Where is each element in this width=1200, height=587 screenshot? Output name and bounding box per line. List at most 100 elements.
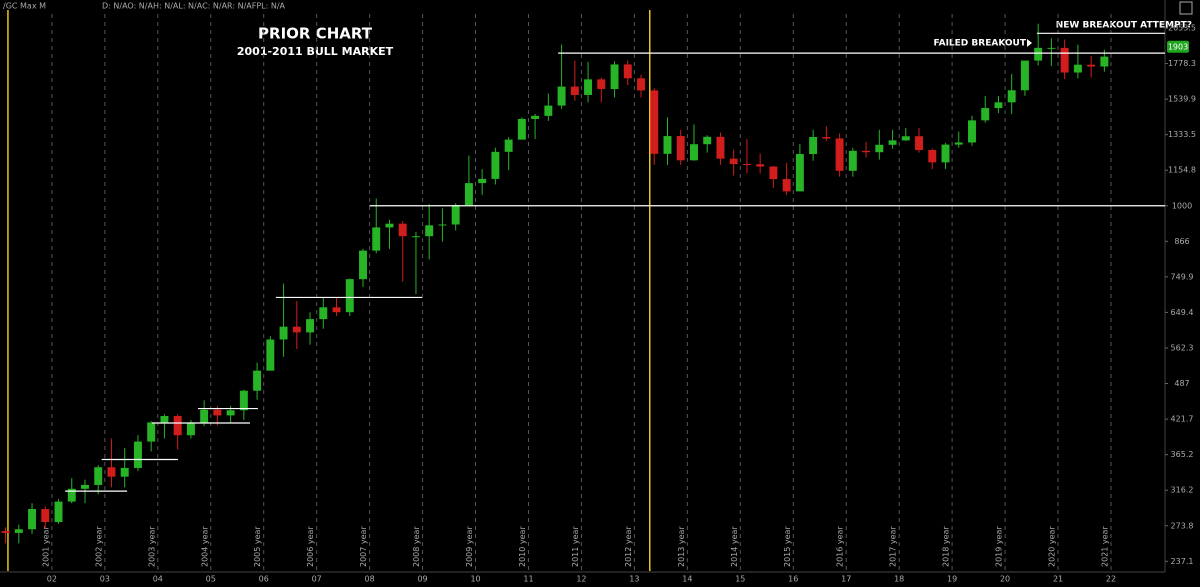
candle-body xyxy=(795,154,804,192)
candle-body xyxy=(451,205,460,225)
candle-body xyxy=(1100,56,1109,67)
candle-body xyxy=(186,423,195,436)
x-tick-label: 13 xyxy=(629,575,639,584)
y-tick-label: 1154.8 xyxy=(1168,166,1196,175)
x-tick-label: 16 xyxy=(788,575,798,584)
candle-body xyxy=(610,64,619,90)
candle-body xyxy=(306,319,315,333)
candle-body xyxy=(782,179,791,192)
candle-body xyxy=(1060,47,1069,73)
period-label: 2003 year xyxy=(147,526,156,567)
candle-body xyxy=(888,140,897,145)
expand-icon[interactable] xyxy=(1179,1,1193,15)
last-price-label: 1903 xyxy=(1168,42,1188,51)
candle-body xyxy=(597,79,606,90)
period-label: 2002 year xyxy=(94,526,103,567)
x-tick-label: 02 xyxy=(47,575,57,584)
candle-body xyxy=(1087,64,1096,67)
period-label: 2011 year xyxy=(571,526,580,567)
period-label: 2004 year xyxy=(200,526,209,567)
x-tick-label: 14 xyxy=(682,575,692,584)
candle-body xyxy=(200,409,209,424)
period-label: 2018 year xyxy=(942,526,951,567)
y-tick-label: 562.3 xyxy=(1171,343,1194,352)
candle-body xyxy=(67,488,76,502)
candle-body xyxy=(133,441,142,468)
candle-body xyxy=(107,467,116,477)
candle-body xyxy=(875,144,884,153)
candle-body xyxy=(1073,64,1082,73)
candle-body xyxy=(332,307,341,313)
candle-body xyxy=(848,150,857,171)
candle-body xyxy=(915,136,923,151)
x-tick-label: 22 xyxy=(1106,575,1116,584)
icon-box[interactable] xyxy=(1179,1,1193,15)
candle-body xyxy=(1020,60,1029,91)
candle-body xyxy=(623,64,632,79)
candle-body xyxy=(531,115,540,119)
period-label: 2001 year xyxy=(41,526,50,567)
x-tick-label: 12 xyxy=(576,575,586,584)
candle-body xyxy=(835,138,844,171)
annotation: FAILED BREAKOUT xyxy=(934,39,1027,49)
candle-body xyxy=(292,326,301,333)
period-label: 2013 year xyxy=(677,526,686,567)
candle-body xyxy=(716,136,725,159)
period-label: 2008 year xyxy=(412,526,421,567)
candle-body xyxy=(544,105,553,116)
y-tick-label: 237.1 xyxy=(1171,557,1194,566)
period-label: 2020 year xyxy=(1048,526,1057,567)
candle-body xyxy=(941,144,950,163)
candle-body xyxy=(239,390,248,411)
last-price-badge xyxy=(1167,40,1189,53)
period-label: 2021 year xyxy=(1100,526,1109,567)
candle-body xyxy=(425,225,434,237)
candle-body xyxy=(266,339,275,371)
period-label: 2016 year xyxy=(836,526,845,567)
period-label: 2006 year xyxy=(306,526,315,567)
candle-body xyxy=(464,183,473,206)
candle-body xyxy=(173,415,182,436)
candle-body xyxy=(411,236,420,238)
candle-body xyxy=(226,410,235,416)
y-tick-label: 421.7 xyxy=(1171,415,1194,424)
annotation-arrow xyxy=(1027,39,1032,47)
candle-body xyxy=(160,415,169,423)
x-tick-label: 17 xyxy=(841,575,851,584)
x-tick-label: 08 xyxy=(365,575,375,584)
x-tick-label: 19 xyxy=(947,575,957,584)
x-tick-label: 18 xyxy=(894,575,904,584)
period-label: 2014 year xyxy=(730,526,739,567)
x-tick-label: 15 xyxy=(735,575,745,584)
candle-body xyxy=(1047,47,1056,49)
ohlc-info: D: N/AO: N/AH: N/AL: N/AC: N/AR: N/AFPL:… xyxy=(102,2,286,11)
x-tick-label: 21 xyxy=(1053,575,1063,584)
x-tick-label: 06 xyxy=(259,575,269,584)
period-label: 2007 year xyxy=(359,526,368,567)
y-tick-label: 1000 xyxy=(1172,201,1192,210)
y-tick-label: 316.2 xyxy=(1171,486,1194,495)
period-label: 2019 year xyxy=(995,526,1004,567)
candle-body xyxy=(994,102,1003,109)
candle-body xyxy=(928,150,937,163)
x-tick-label: 11 xyxy=(523,575,533,584)
candle-body xyxy=(663,136,672,154)
y-tick-label: 1778.3 xyxy=(1168,59,1196,68)
candle-body xyxy=(689,144,698,161)
candle-body xyxy=(279,326,288,340)
chart-title: PRIOR CHART xyxy=(258,25,373,43)
candle-body xyxy=(557,86,566,106)
candle-body xyxy=(504,139,513,152)
chart-subtitle: 2001-2011 BULL MARKET xyxy=(237,45,394,58)
candle-body xyxy=(491,151,500,179)
candle-body xyxy=(398,223,407,237)
y-tick-label: 273.8 xyxy=(1171,521,1194,530)
candle-body xyxy=(862,150,871,153)
period-label: 2010 year xyxy=(518,526,527,567)
candle-body xyxy=(319,307,328,320)
candle-body xyxy=(438,224,447,226)
candle-body xyxy=(14,529,23,533)
candle-body xyxy=(584,79,593,95)
candle-body xyxy=(1007,90,1016,103)
